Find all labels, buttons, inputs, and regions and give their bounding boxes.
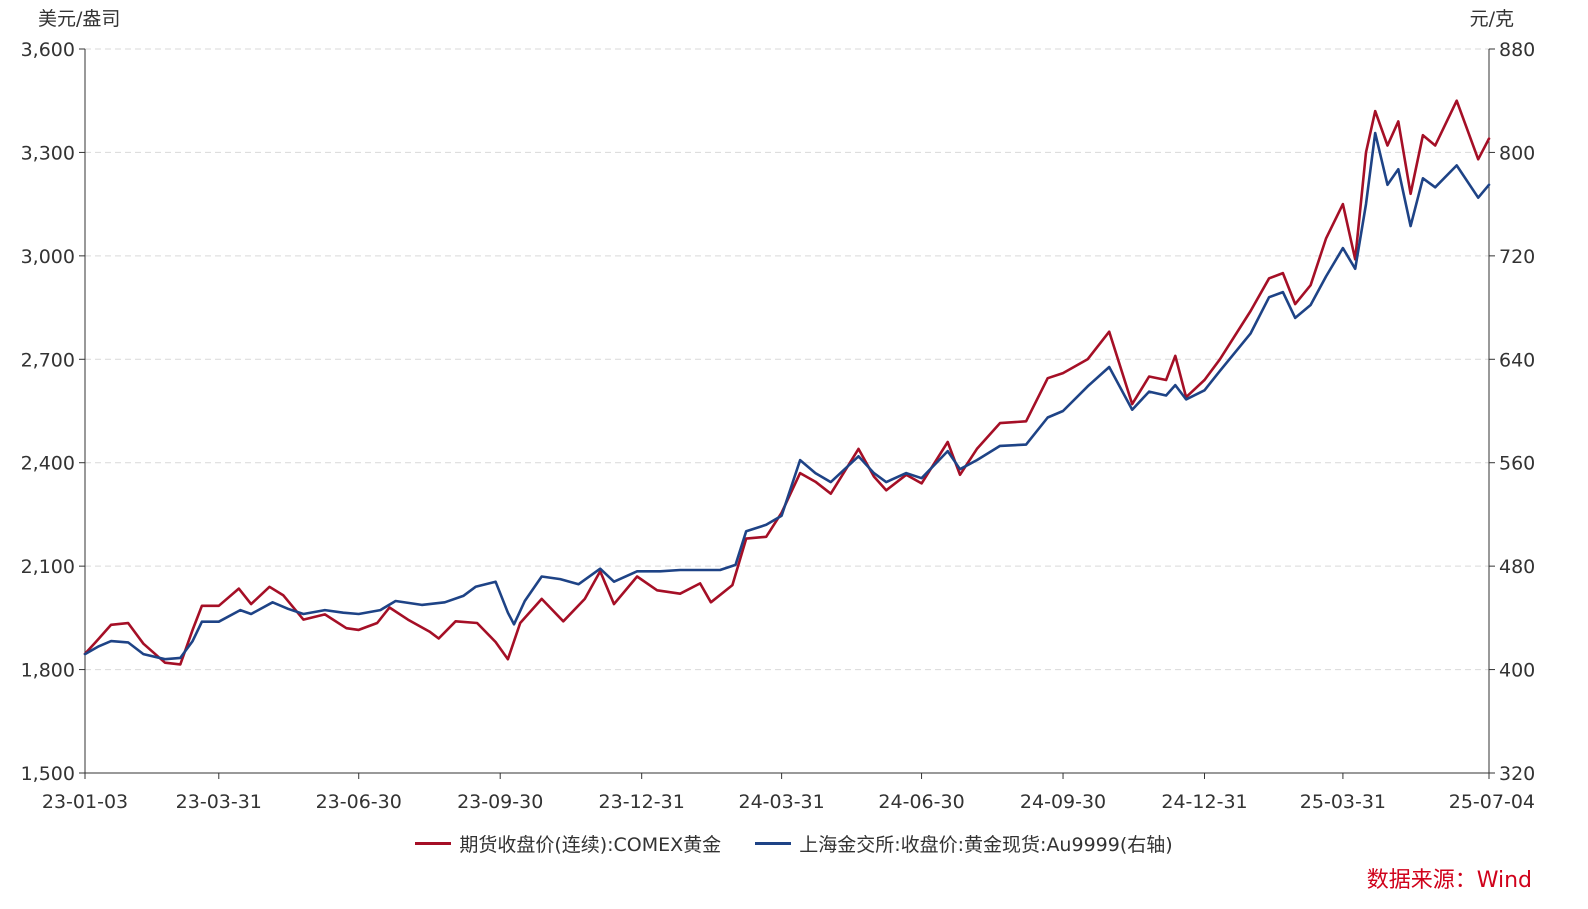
right-axis-ticks: 320 400 480 560 640 720 800 880 [1489, 39, 1535, 785]
left-axis-unit: 美元/盎司 [38, 8, 120, 30]
left-tick-label: 3,300 [21, 142, 75, 164]
legend-item-comex: 期货收盘价(连续):COMEX黄金 [415, 830, 721, 857]
x-axis-ticks: 23-01-03 23-03-31 23-06-30 23-09-30 23-12-31… [42, 773, 1535, 813]
left-tick-label: 1,800 [21, 660, 75, 682]
right-tick-label: 320 [1499, 763, 1535, 785]
legend-swatch-comex [415, 842, 452, 845]
x-tick-label: 23-12-31 [599, 791, 685, 813]
left-axis-ticks: 1,500 1,800 2,100 2,400 2,700 3,000 3,300 3,600 [21, 39, 85, 785]
series-line-comex [83, 99, 1491, 666]
x-tick-label: 23-03-31 [176, 791, 262, 813]
right-tick-label: 800 [1499, 142, 1535, 164]
legend: 期货收盘价(连续):COMEX黄金 上海金交所:收盘价:黄金现货:Au9999(… [0, 828, 1588, 857]
right-tick-label: 400 [1499, 660, 1535, 682]
x-tick-label: 23-09-30 [457, 791, 543, 813]
legend-swatch-au9999 [755, 842, 792, 845]
left-tick-label: 2,700 [21, 349, 75, 371]
right-tick-label: 720 [1499, 246, 1535, 268]
right-axis-unit: 元/克 [1470, 8, 1514, 30]
axes [84, 49, 1490, 774]
right-tick-label: 880 [1499, 39, 1535, 61]
x-tick-label: 23-01-03 [42, 791, 128, 813]
left-tick-label: 2,100 [21, 556, 75, 578]
series-line-au9999 [83, 131, 1491, 661]
left-tick-label: 3,600 [21, 39, 75, 61]
right-tick-label: 480 [1499, 556, 1535, 578]
x-tick-label: 24-06-30 [878, 791, 964, 813]
legend-item-au9999: 上海金交所:收盘价:黄金现货:Au9999(右轴) [755, 830, 1173, 857]
x-tick-label: 23-06-30 [316, 791, 402, 813]
series-group [83, 99, 1491, 666]
left-tick-label: 1,500 [21, 763, 75, 785]
legend-label-au9999: 上海金交所:收盘价:黄金现货:Au9999(右轴) [799, 834, 1173, 856]
right-tick-label: 640 [1499, 349, 1535, 371]
x-tick-label: 24-03-31 [738, 791, 824, 813]
left-tick-label: 2,400 [21, 453, 75, 475]
grid-lines [85, 48, 1489, 671]
right-tick-label: 560 [1499, 453, 1535, 475]
x-tick-label: 24-09-30 [1020, 791, 1106, 813]
x-tick-label: 25-07-04 [1449, 791, 1535, 813]
x-tick-label: 25-03-31 [1300, 791, 1386, 813]
legend-label-comex: 期货收盘价(连续):COMEX黄金 [459, 834, 722, 856]
source-note: 数据来源：Wind [1366, 868, 1532, 893]
x-tick-label: 24-12-31 [1161, 791, 1247, 813]
left-tick-label: 3,000 [21, 246, 75, 268]
